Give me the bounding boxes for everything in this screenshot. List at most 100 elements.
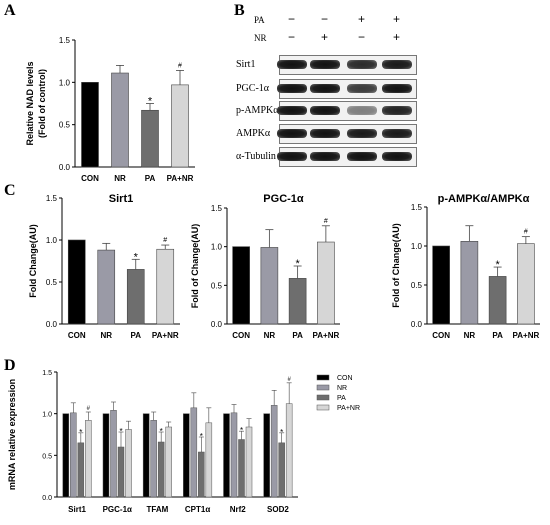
x-tick-label: PA [145, 174, 156, 183]
significance-mark: * [495, 259, 500, 271]
y-tick-label: 0.0 [59, 163, 71, 172]
blot-condition-label: PA [254, 15, 265, 25]
bar-pa [488, 276, 507, 325]
bar-con [223, 413, 230, 498]
significance-mark: * [148, 96, 153, 108]
significance-mark: # [163, 237, 167, 244]
blot-protein-label: Sirt1 [236, 59, 256, 70]
bar-con [432, 245, 450, 325]
bar-pa [198, 451, 205, 498]
y-tick-label: 0.5 [211, 281, 223, 290]
y-axis-title: Fold Change(AU) [28, 224, 38, 298]
blot-band [382, 60, 412, 69]
y-tick-label: 0.5 [411, 281, 423, 290]
bar-con [142, 413, 150, 498]
x-tick-label: CON [232, 331, 250, 340]
blot-band [277, 84, 307, 93]
bar-nr [150, 420, 157, 498]
blot-protein-label: α-Tubulin [236, 151, 276, 162]
bar-pa-nr [171, 84, 189, 168]
bar-con [67, 239, 86, 325]
y-tick-label: 0.0 [211, 320, 223, 329]
x-tick-label: PA+NR [513, 331, 540, 340]
blot-band [277, 106, 307, 115]
y-tick-label: 1.5 [59, 36, 71, 45]
blot-band [310, 106, 340, 115]
blot-band [347, 84, 377, 93]
bar-pa-nr [165, 426, 172, 498]
bar-nr [111, 72, 129, 168]
blot-condition-sign: + [321, 30, 329, 44]
x-tick-label: PA [292, 331, 303, 340]
panel-label-a: A [4, 2, 16, 19]
y-axis-title: Relative NAD levels [25, 61, 35, 145]
y-axis-title: Fold of Change(AU) [190, 224, 200, 309]
blot-band [277, 60, 307, 69]
bar-pa-nr [317, 241, 335, 325]
blot-band [310, 84, 340, 93]
bar-nr [260, 247, 279, 325]
blot-condition-sign: − [321, 12, 329, 26]
x-tick-label: Sirt1 [68, 505, 86, 514]
x-tick-label: CON [81, 174, 99, 183]
x-tick-label: NR [100, 331, 112, 340]
blot-condition-sign: + [393, 12, 401, 26]
bar-nr [230, 412, 238, 498]
legend-label: NR [337, 385, 347, 392]
y-tick-label: 0.5 [59, 121, 71, 130]
x-tick-label: PA+NR [152, 331, 179, 340]
x-tick-label: SOD2 [267, 505, 289, 514]
chart-title: Sirt1 [109, 193, 133, 205]
blot-protein-label: AMPKα [236, 128, 271, 139]
y-tick-label: 0.0 [46, 320, 58, 329]
y-axis-title: mRNA relative expression [7, 379, 17, 490]
significance-mark: # [87, 406, 91, 412]
panel-label-b: B [234, 2, 245, 19]
y-tick-label: 1.0 [42, 412, 52, 419]
significance-mark: * [134, 251, 139, 263]
significance-mark: * [200, 432, 203, 441]
x-tick-label: PA [130, 331, 141, 340]
bar-con [183, 413, 190, 498]
bar-pa [238, 439, 245, 498]
bar-con [62, 413, 70, 498]
blot-band [347, 106, 377, 115]
significance-mark: * [240, 426, 243, 435]
y-tick-label: 0.5 [42, 453, 52, 460]
y-tick-label: 0.0 [411, 320, 423, 329]
y-tick-label: 1.5 [211, 204, 223, 213]
blot-condition-sign: + [393, 30, 401, 44]
significance-mark: * [119, 427, 122, 436]
blot-condition-label: NR [254, 33, 267, 43]
x-tick-label: PA [492, 331, 503, 340]
x-tick-label: NR [464, 331, 476, 340]
blot-band [347, 129, 377, 138]
x-tick-label: PA+NR [313, 331, 340, 340]
bar-pa-nr [85, 420, 92, 498]
bar-pa-nr [125, 429, 132, 498]
bar-con [232, 246, 250, 325]
significance-mark: # [287, 377, 291, 383]
legend-label: PA+NR [337, 405, 360, 412]
blot-band [347, 60, 377, 69]
chart-title: PGC-1α [263, 193, 304, 205]
blot-band [382, 152, 412, 161]
bar-nr [270, 405, 278, 498]
significance-mark: # [178, 62, 182, 69]
bar-con [263, 413, 270, 498]
blot-condition-sign: + [358, 12, 366, 26]
bar-nr [110, 410, 117, 498]
bar-nr [460, 241, 479, 325]
bar-pa [278, 442, 285, 498]
x-tick-label: Nrf2 [230, 505, 247, 514]
y-tick-label: 1.0 [59, 78, 71, 87]
x-tick-label: CON [432, 331, 450, 340]
x-tick-label: PA+NR [167, 174, 194, 183]
legend-swatch [316, 374, 330, 381]
panel-label-d: D [4, 357, 16, 374]
blot-condition-sign: − [288, 12, 296, 26]
bar-pa-nr [517, 243, 535, 325]
blot-protein-label: p-AMPKα [236, 105, 279, 116]
y-tick-label: 0.5 [46, 278, 58, 287]
bar-pa-nr [285, 403, 293, 498]
